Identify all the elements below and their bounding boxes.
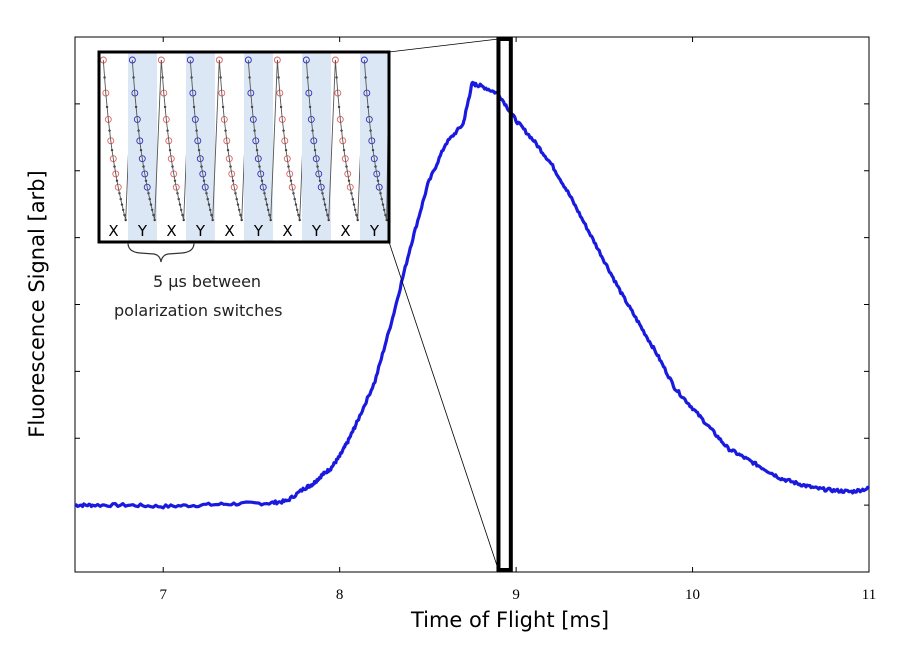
zoom-connector-top bbox=[388, 38, 499, 53]
inset-sample-point bbox=[346, 183, 354, 191]
annotation-line-2: polarization switches bbox=[114, 301, 282, 320]
highlight-window-box bbox=[496, 37, 513, 572]
inset-pulse-trace bbox=[276, 59, 307, 221]
inset-sample-point bbox=[257, 170, 265, 178]
zoom-connector-lines bbox=[388, 38, 499, 571]
inset-pulse-trace bbox=[102, 59, 133, 221]
y-axis-title: Fluorescence Signal [arb] bbox=[25, 170, 49, 437]
inset-pulse-trace bbox=[305, 59, 336, 221]
inset-pulse-trace bbox=[218, 59, 249, 221]
inset-pulse-trace bbox=[131, 59, 162, 221]
inset-sample-point bbox=[288, 183, 296, 191]
inset-polarization-label: X bbox=[340, 222, 350, 240]
inset-border bbox=[97, 50, 391, 244]
x-tick-label: 9 bbox=[512, 587, 520, 603]
inset-polarization-label: Y bbox=[253, 222, 264, 240]
inset-sample-point bbox=[230, 183, 238, 191]
inset-pulse-trace bbox=[160, 59, 191, 221]
inset-pulse-trace bbox=[247, 59, 278, 221]
inset-polarization-label: Y bbox=[195, 222, 206, 240]
inset-sample-point bbox=[170, 170, 178, 178]
inset-polarization-label: X bbox=[282, 222, 292, 240]
x-axis-title: Time of Flight [ms] bbox=[410, 608, 609, 632]
x-tick-label: 8 bbox=[336, 587, 344, 603]
inset-pulse-trace bbox=[363, 59, 390, 221]
inset-sample-point bbox=[112, 170, 120, 178]
annotation-line-1: 5 μs between bbox=[153, 272, 261, 291]
inset-polarization-label: X bbox=[108, 222, 118, 240]
x-axis-ticks: 7 8 9 10 11 bbox=[159, 37, 876, 603]
inset-sample-point bbox=[143, 183, 151, 191]
inset-polarization-label: X bbox=[166, 222, 176, 240]
annotation-brace bbox=[127, 242, 195, 263]
zoom-connector-bottom bbox=[388, 241, 499, 571]
inset-sample-point bbox=[201, 183, 209, 191]
inset-sample-point bbox=[317, 183, 325, 191]
inset-polarization-label: Y bbox=[137, 222, 148, 240]
inset-polarization-label: Y bbox=[369, 222, 380, 240]
inset-pulse-trace bbox=[334, 59, 365, 221]
x-tick-label: 10 bbox=[685, 587, 700, 603]
inset-polarization-label: Y bbox=[311, 222, 322, 240]
inset-polarization-label: X bbox=[224, 222, 234, 240]
x-tick-label: 11 bbox=[862, 587, 876, 603]
y-axis-ticks bbox=[75, 36, 869, 506]
x-tick-label: 7 bbox=[159, 587, 167, 603]
inset-sample-point bbox=[373, 170, 381, 178]
signal-series-line bbox=[74, 80, 871, 510]
inset-sample-point bbox=[315, 170, 323, 178]
inset-sample-point bbox=[344, 170, 352, 178]
inset-sample-point bbox=[141, 170, 149, 178]
inset-sample-point bbox=[375, 183, 383, 191]
inset-sample-point bbox=[259, 183, 267, 191]
inset-sample-point bbox=[199, 170, 207, 178]
inset-sample-point bbox=[172, 183, 180, 191]
inset-pulse-trace bbox=[189, 59, 220, 221]
inset-sample-point bbox=[286, 170, 294, 178]
inset-sample-point bbox=[228, 170, 236, 178]
inset-sample-point bbox=[114, 183, 122, 191]
